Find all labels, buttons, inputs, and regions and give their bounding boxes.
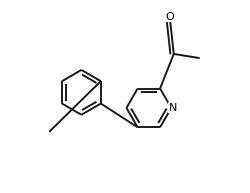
Text: N: N (169, 103, 177, 113)
Text: O: O (166, 12, 174, 22)
